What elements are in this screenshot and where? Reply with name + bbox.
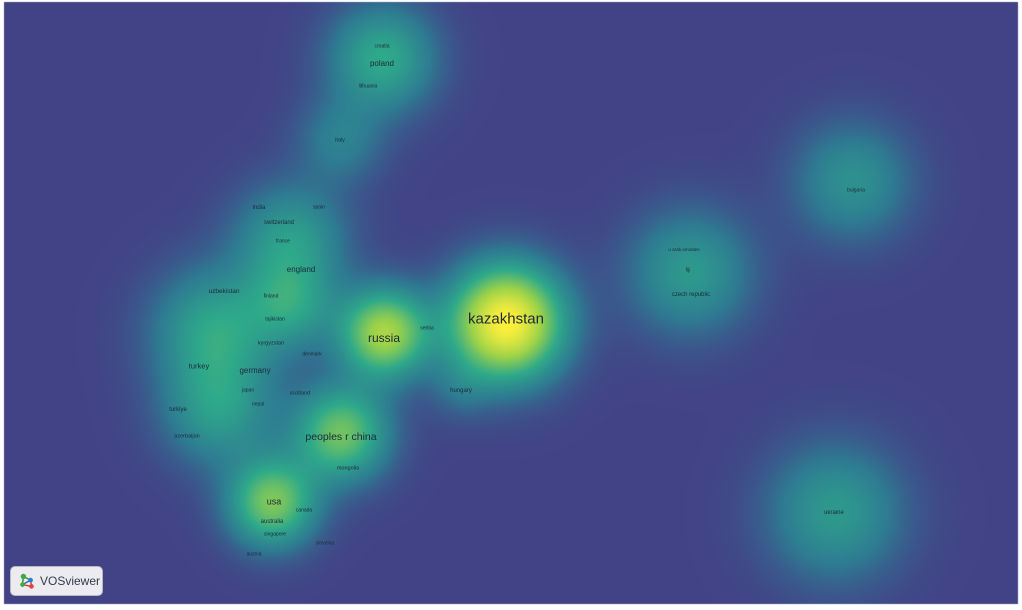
node-label-austria[interactable]: austria: [246, 551, 262, 558]
vosviewer-logo-icon: [20, 573, 34, 589]
node-label-germany[interactable]: germany: [239, 366, 271, 375]
node-label-peoples-r-china[interactable]: peoples r china: [305, 430, 377, 443]
node-label-usa[interactable]: usa: [266, 496, 282, 507]
node-label-kazakhstan[interactable]: kazakhstan: [468, 310, 544, 328]
node-label-uzbekistan[interactable]: uzbekistan: [208, 287, 240, 295]
node-label-ukraine[interactable]: ukraine: [824, 510, 844, 516]
node-label-finland[interactable]: finland: [263, 293, 279, 300]
node-label-canada[interactable]: canada: [295, 507, 313, 514]
node-label-nepal[interactable]: nepal: [251, 401, 265, 408]
node-label-australia[interactable]: australia: [260, 519, 284, 525]
node-label-serbia[interactable]: serbia: [420, 325, 434, 332]
node-label-turkiye[interactable]: turkiye: [169, 407, 187, 413]
vosviewer-logo-text: VOSviewer: [40, 574, 101, 588]
node-label-azerbaijan[interactable]: azerbaijan: [174, 433, 200, 440]
node-label-switzerland[interactable]: switzerland: [263, 220, 295, 226]
node-label-russia[interactable]: russia: [367, 331, 401, 345]
node-label-u-arab-emirates[interactable]: u arab emirates: [668, 246, 700, 252]
node-label-lithuania[interactable]: lithuania: [358, 83, 378, 90]
vosviewer-logo-button[interactable]: VOSviewer: [10, 566, 103, 596]
node-label-scotland[interactable]: scotland: [289, 390, 311, 397]
node-label-italy[interactable]: italy: [335, 137, 345, 144]
node-label-hungary[interactable]: hungary: [450, 388, 472, 394]
node-label-bulgaria[interactable]: bulgaria: [847, 187, 865, 194]
node-label-spain[interactable]: spain: [313, 204, 325, 211]
node-label-england[interactable]: england: [286, 265, 316, 274]
node-label-turkey[interactable]: turkey: [188, 361, 210, 371]
node-label-india[interactable]: india: [252, 205, 266, 211]
node-label-denmark[interactable]: denmark: [302, 351, 322, 358]
node-label-tajikistan[interactable]: tajikistan: [265, 316, 285, 323]
node-label-croatia[interactable]: croatia: [374, 43, 390, 50]
node-label-kyrgyzstan[interactable]: kyrgyzstan: [257, 340, 285, 347]
node-label-fiji[interactable]: fiji: [685, 267, 691, 274]
node-label-france[interactable]: france: [276, 238, 290, 245]
node-label-mongolia[interactable]: mongolia: [336, 465, 360, 472]
node-label-japan[interactable]: japan: [241, 387, 255, 394]
node-label-czech-republic[interactable]: czech republic: [671, 292, 711, 298]
node-label-slovenia[interactable]: slovenia: [315, 540, 335, 547]
node-label-singapore[interactable]: singapore: [264, 531, 286, 538]
node-label-poland[interactable]: poland: [369, 59, 395, 68]
